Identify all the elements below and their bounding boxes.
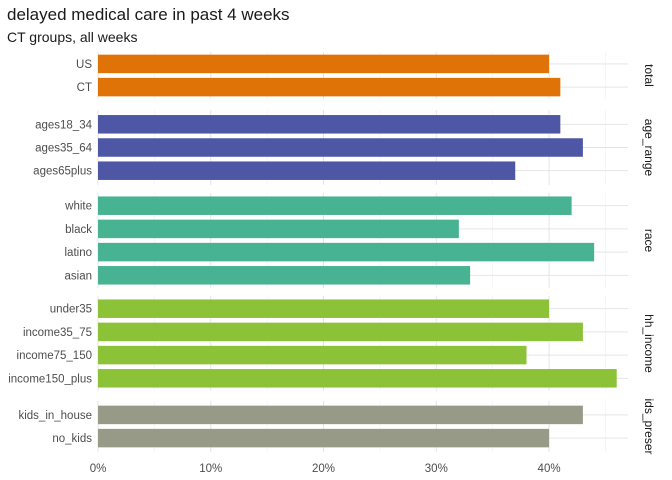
category-label: income35_75 — [23, 327, 92, 339]
category-label: ages65plus — [33, 166, 92, 178]
category-label: kids_in_house — [18, 410, 92, 422]
x-tick-label: 0% — [90, 463, 107, 475]
facet-strip-label: hh_income — [642, 314, 656, 373]
bar — [98, 161, 516, 180]
bar — [98, 77, 561, 97]
facet-strip-label: age_range — [642, 119, 656, 177]
category-label: US — [76, 59, 92, 71]
bar — [98, 428, 550, 448]
bar — [98, 138, 583, 157]
category-label: latino — [65, 247, 93, 259]
chart-subtitle: CT groups, all weeks — [7, 29, 138, 45]
category-label: income150_plus — [8, 373, 92, 385]
x-tick-label: 20% — [312, 463, 335, 475]
category-label: ages18_34 — [35, 119, 93, 131]
category-label: black — [65, 224, 92, 236]
bar — [98, 345, 527, 365]
bar — [98, 54, 550, 74]
bar — [98, 322, 583, 342]
chart-title: delayed medical care in past 4 weeks — [7, 5, 290, 24]
facet-strip-label: ids_preser — [642, 398, 656, 454]
bar — [98, 405, 583, 425]
category-label: white — [64, 201, 92, 213]
x-tick-label: 40% — [538, 463, 561, 475]
bar — [98, 266, 471, 285]
category-label: CT — [77, 82, 92, 94]
x-tick-label: 10% — [199, 463, 222, 475]
bar — [98, 115, 561, 134]
bar — [98, 242, 595, 262]
facet-strip-label: total — [642, 64, 656, 87]
bar — [98, 196, 572, 215]
category-label: income75_150 — [17, 350, 92, 362]
bar — [98, 369, 617, 388]
x-tick-label: 30% — [425, 463, 448, 475]
category-label: asian — [65, 270, 93, 282]
category-label: no_kids — [52, 433, 92, 445]
facet-strip-label: race — [642, 229, 656, 253]
category-label: under35 — [50, 304, 92, 316]
bar — [98, 219, 459, 239]
bar — [98, 299, 550, 318]
category-label: ages35_64 — [35, 143, 93, 155]
